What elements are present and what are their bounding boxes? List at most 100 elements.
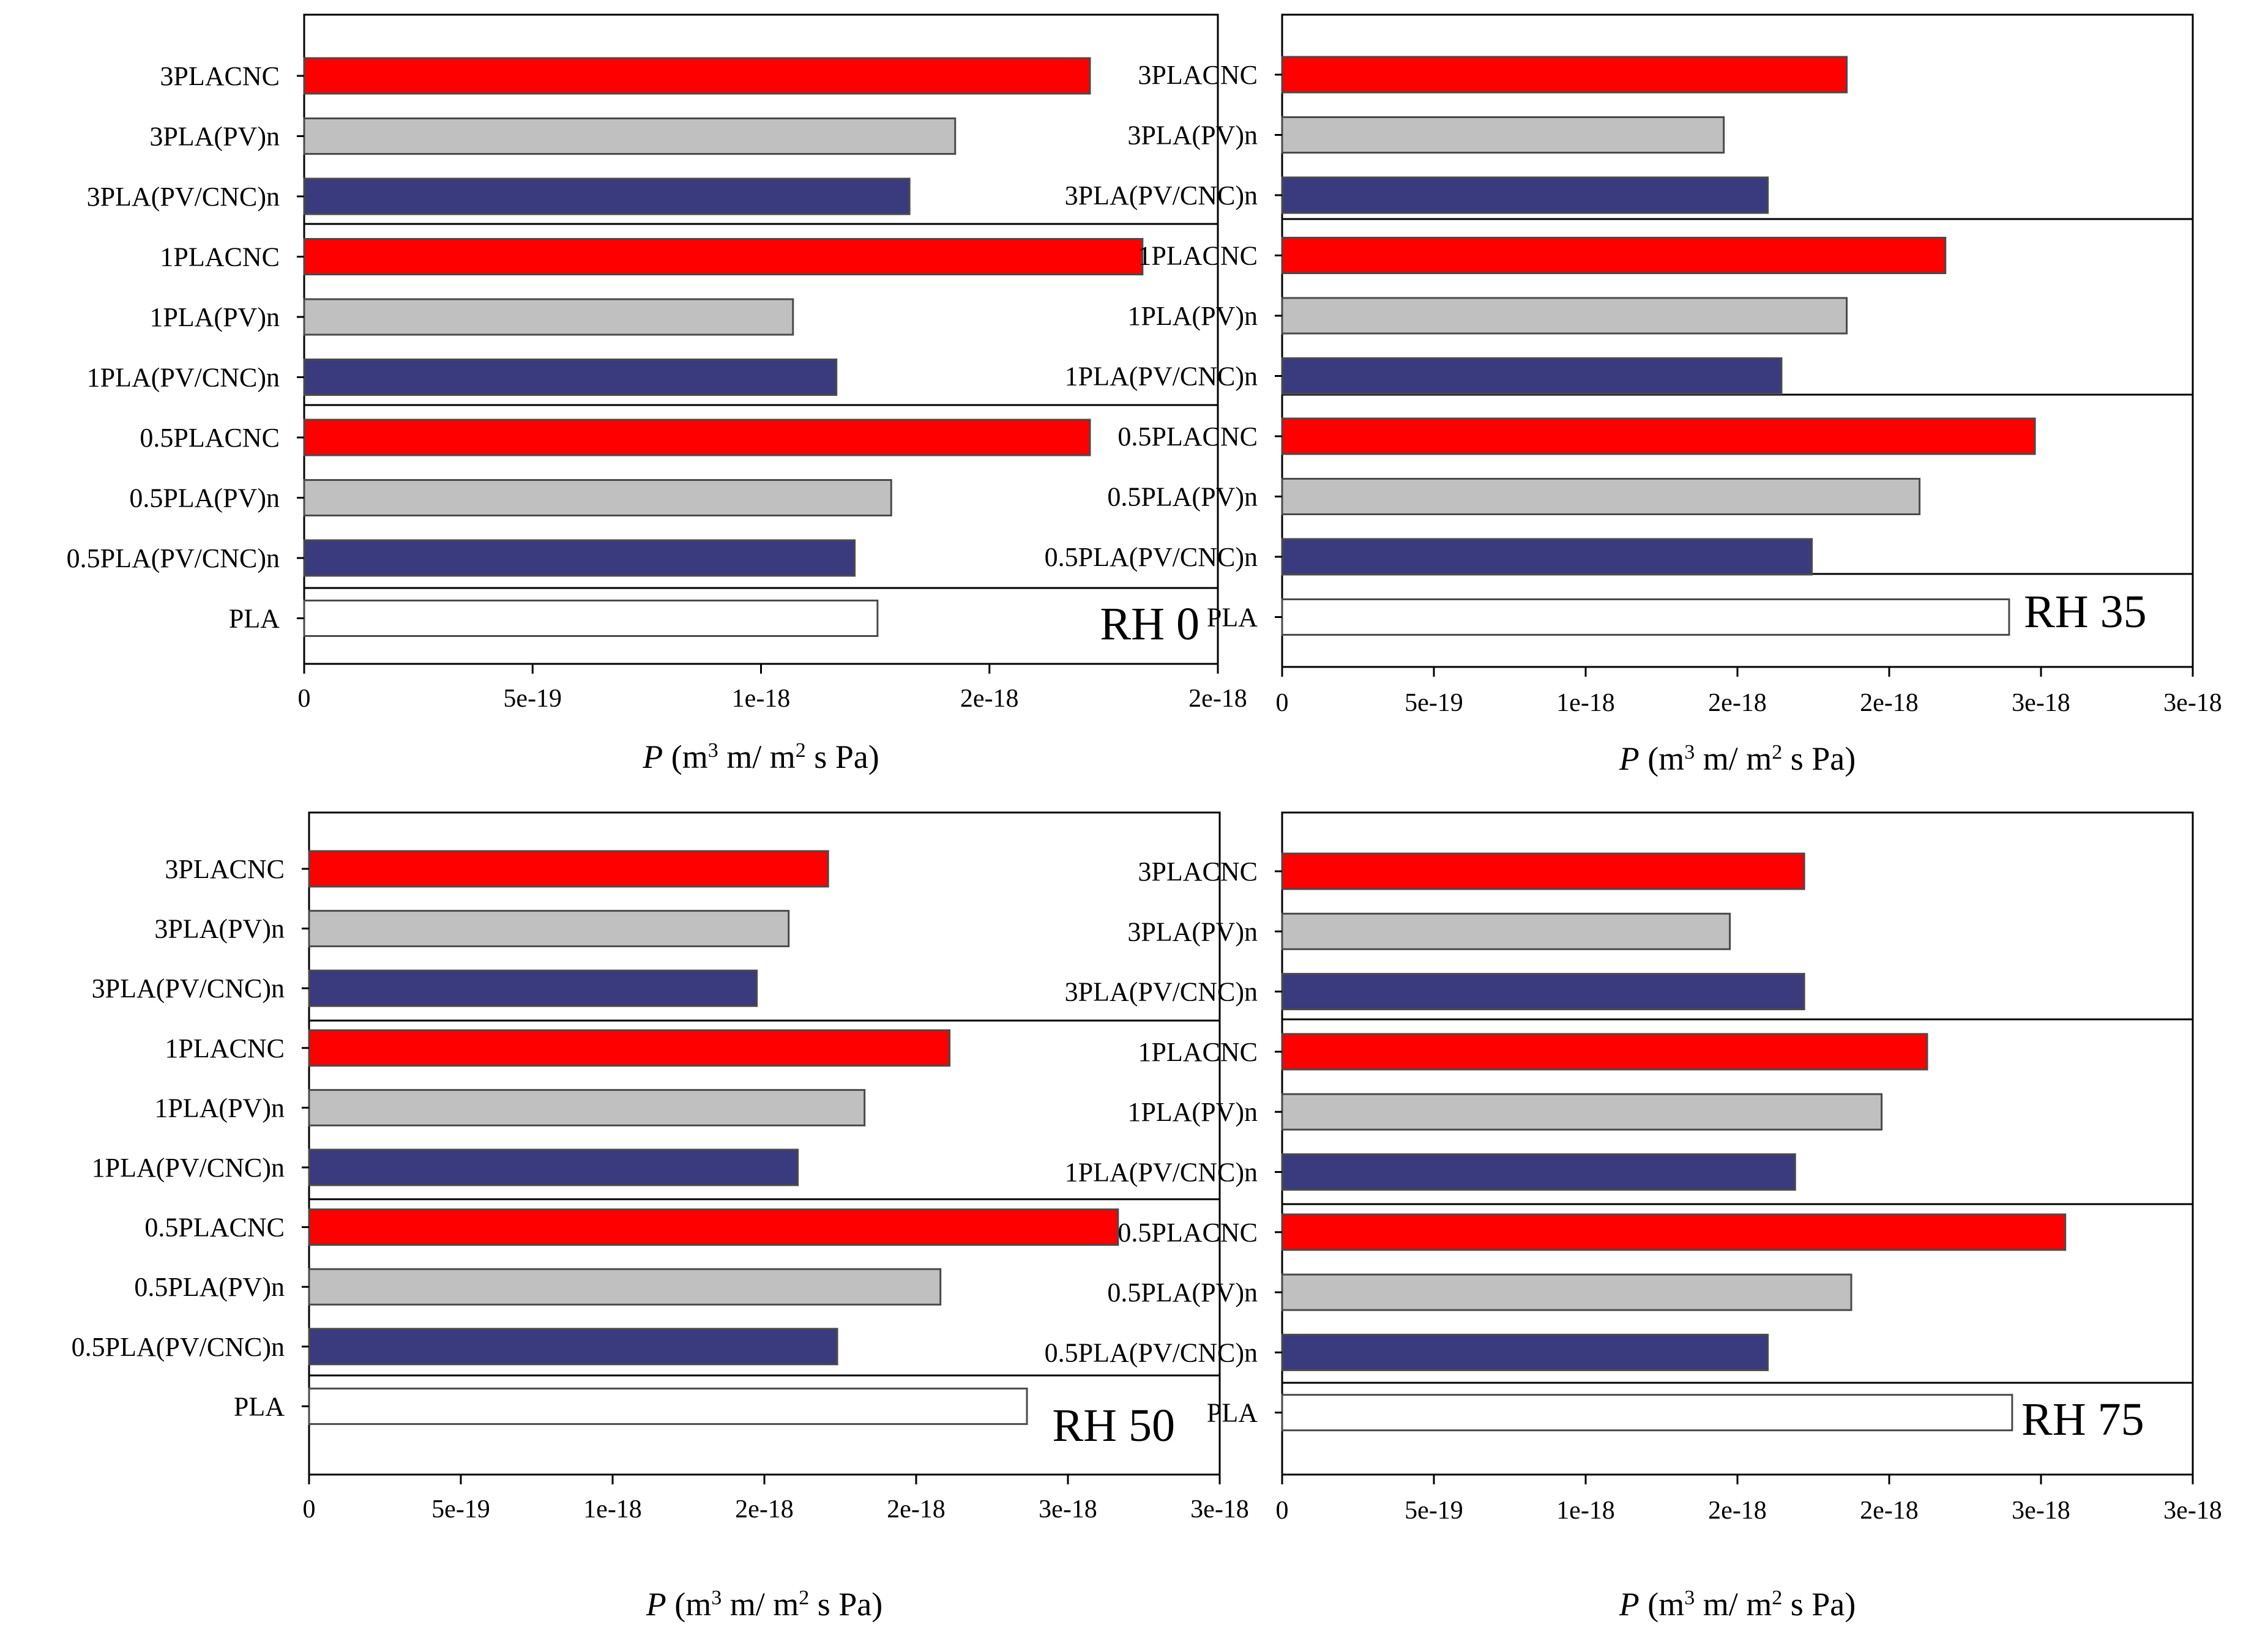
- bar: [308, 1148, 799, 1186]
- category-label: 3PLA(PV)n: [154, 914, 285, 944]
- bar: [303, 479, 892, 516]
- bar: [1281, 538, 1813, 576]
- category-label: 3PLA(PV/CNC)n: [1065, 180, 1258, 210]
- x-axis-label: P (m3 m/ m2 s Pa): [642, 739, 879, 775]
- bar: [1281, 1153, 1796, 1191]
- x-tick-label: 3e-18: [2163, 689, 2222, 717]
- category-label: 0.5PLA(PV/CNC)n: [1045, 1338, 1258, 1367]
- category-label: 1PLA(PV)n: [1127, 1097, 1258, 1127]
- bar: [308, 1387, 1028, 1425]
- bar: [1281, 56, 1848, 94]
- bar: [308, 910, 790, 948]
- x-tick-label: 0: [1276, 689, 1289, 717]
- x-tick-label: 0: [303, 1495, 316, 1524]
- x-tick-label: 5e-19: [503, 685, 562, 713]
- bar: [1281, 357, 1783, 395]
- bar: [308, 1328, 838, 1366]
- category-label: 3PLA(PV/CNC)n: [92, 973, 285, 1003]
- bar: [308, 969, 758, 1007]
- category-label: PLA: [234, 1391, 285, 1421]
- category-label: 0.5PLA(PV)n: [1107, 482, 1258, 512]
- x-tick-label: 2e-18: [1860, 1497, 1919, 1525]
- category-label: 0.5PLA(PV/CNC)n: [1045, 542, 1258, 572]
- chart-panel-4: 3PLACNC 3PLA(PV)n 3PLA(PV/CNC)n 1PLACNC 1PLA…: [1045, 811, 2222, 1623]
- x-tick-label: 2e-18: [735, 1495, 794, 1524]
- x-tick-label: 5e-19: [1405, 689, 1463, 717]
- x-tick-label: 1e-18: [732, 685, 791, 713]
- chart-panel-3: 3PLACNC 3PLA(PV)n 3PLA(PV/CNC)n 1PLACNC 1PLA…: [72, 811, 1249, 1623]
- category-label: 0.5PLACNC: [1117, 1218, 1258, 1248]
- bar: [303, 600, 879, 637]
- x-tick-label: 3e-18: [2012, 1497, 2070, 1525]
- category-label: 1PLA(PV)n: [154, 1093, 285, 1123]
- x-tick-label: 0: [1276, 1497, 1289, 1525]
- x-axis-label: P (m3 m/ m2 s Pa): [1619, 740, 1856, 777]
- bar: [1281, 176, 1769, 214]
- x-tick-label: 0: [298, 685, 311, 713]
- bar: [1281, 1093, 1883, 1131]
- bar: [303, 177, 911, 215]
- category-label: 1PLA(PV/CNC)n: [1065, 1158, 1258, 1188]
- bar: [303, 539, 856, 577]
- category-label: 3PLA(PV/CNC)n: [1065, 977, 1258, 1007]
- x-tick-label: 2e-18: [1708, 689, 1767, 717]
- rh-label: RH 75: [2021, 1394, 2144, 1445]
- bar: [1281, 912, 1731, 950]
- bar: [1281, 973, 1805, 1011]
- category-label: 1PLA(PV)n: [1127, 301, 1258, 331]
- category-label: 3PLA(PV)n: [1127, 917, 1258, 947]
- category-label: 3PLACNC: [1138, 60, 1258, 90]
- x-tick-label: 1e-18: [1556, 689, 1615, 717]
- rh-label: RH 50: [1052, 1400, 1175, 1451]
- bar: [1281, 1333, 1769, 1371]
- category-label: 3PLA(PV/CNC)n: [87, 182, 280, 212]
- bar: [303, 359, 838, 396]
- category-label: 3PLA(PV)n: [149, 122, 280, 152]
- x-tick-label: 5e-19: [431, 1495, 490, 1524]
- x-tick-label: 5e-19: [1405, 1497, 1463, 1525]
- plot-frame: [1281, 811, 2194, 1476]
- category-label: PLA: [1207, 1398, 1258, 1428]
- x-tick-label: 2e-18: [1188, 685, 1247, 713]
- category-label: 3PLACNC: [165, 854, 285, 884]
- category-label: 3PLACNC: [160, 61, 280, 91]
- category-label: 0.5PLA(PV/CNC)n: [72, 1332, 285, 1362]
- bar: [1281, 1394, 2013, 1432]
- category-label: 0.5PLACNC: [140, 423, 280, 453]
- bar: [303, 238, 1144, 275]
- x-tick-label: 2e-18: [960, 685, 1019, 713]
- bar: [1281, 116, 1725, 154]
- bar: [1281, 1273, 1852, 1311]
- x-tick-label: 3e-18: [1039, 1495, 1097, 1524]
- category-label: 0.5PLA(PV)n: [129, 483, 280, 513]
- category-label: PLA: [1207, 603, 1258, 633]
- category-label: 1PLACNC: [1138, 241, 1258, 271]
- bar: [1281, 237, 1947, 274]
- bar: [308, 1268, 942, 1306]
- category-label: 0.5PLACNC: [144, 1213, 285, 1243]
- bar: [1281, 1213, 2067, 1251]
- rh-label: RH 35: [2024, 586, 2147, 638]
- category-label: 1PLACNC: [165, 1033, 285, 1063]
- bar: [1281, 297, 1848, 335]
- category-label: 0.5PLA(PV)n: [134, 1272, 285, 1302]
- bar: [303, 117, 957, 155]
- category-label: 1PLA(PV)n: [149, 302, 280, 332]
- x-tick-label: 3e-18: [2012, 689, 2070, 717]
- x-tick-label: 3e-18: [1190, 1495, 1249, 1524]
- x-tick-label: 3e-18: [2163, 1497, 2222, 1525]
- bar: [1281, 598, 2010, 636]
- bar: [308, 1208, 1119, 1246]
- x-tick-label: 2e-18: [1708, 1497, 1767, 1525]
- chart-panel-2: 3PLACNC 3PLA(PV)n 3PLA(PV/CNC)n 1PLACNC 1PLA…: [1045, 13, 2222, 777]
- category-label: 0.5PLA(PV/CNC)n: [67, 543, 280, 573]
- category-label: 0.5PLA(PV)n: [1107, 1278, 1258, 1308]
- category-label: 1PLA(PV/CNC)n: [92, 1153, 285, 1183]
- x-axis-label: P (m3 m/ m2 s Pa): [646, 1586, 883, 1623]
- category-label: 1PLA(PV/CNC)n: [1065, 362, 1258, 392]
- x-tick-label: 2e-18: [1860, 689, 1919, 717]
- bar: [303, 419, 1091, 456]
- category-label: PLA: [229, 604, 280, 634]
- chart-panel-1: 3PLACNC 3PLA(PV)n 3PLA(PV/CNC)n 1PLACNC 1PLA…: [67, 13, 1247, 775]
